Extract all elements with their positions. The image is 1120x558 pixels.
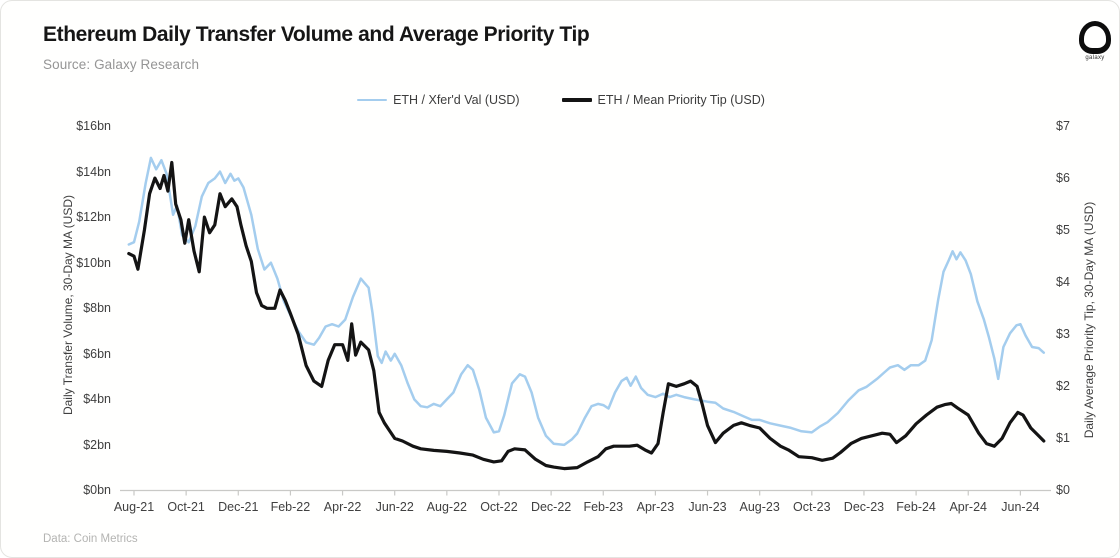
y-right-tick-label: $0	[1056, 483, 1070, 498]
x-tick-label: Apr-24	[949, 500, 987, 514]
x-tick-label: Dec-21	[218, 500, 259, 514]
x-tick-label: Jun-23	[688, 500, 727, 514]
y-left-tick-label: $2bn	[83, 437, 111, 452]
legend-label: ETH / Xfer'd Val (USD)	[393, 93, 520, 107]
y-right-tick-label: $2	[1056, 379, 1070, 394]
legend-swatch-icon	[561, 98, 592, 102]
data-source-note: Data: Coin Metrics	[43, 533, 138, 545]
legend-swatch-icon	[357, 98, 388, 102]
x-tick-label: Oct-23	[793, 500, 831, 514]
x-tick-label: Aug-23	[739, 500, 780, 514]
y-left-tick-label: $4bn	[83, 392, 111, 407]
y-left-tick-label: $6bn	[83, 346, 111, 361]
legend-item: ETH / Mean Priority Tip (USD)	[561, 93, 765, 107]
x-tick-label: Dec-22	[530, 500, 572, 514]
x-tick-label: Feb-23	[583, 500, 624, 514]
y-right-axis-title: Daily Average Priority Tip, 30-Day MA (U…	[1082, 201, 1096, 439]
x-tick-label: Oct-21	[167, 500, 205, 514]
x-tick-label: Feb-22	[270, 500, 311, 514]
y-right-tick-label: $4	[1056, 275, 1070, 290]
galaxy-logo-icon	[1079, 21, 1111, 54]
legend-item: ETH / Xfer'd Val (USD)	[357, 93, 520, 107]
galaxy-logo: galaxy	[1079, 21, 1111, 61]
y-left-tick-label: $8bn	[83, 301, 111, 316]
series-priority-tip-line	[127, 160, 1046, 471]
x-tick-label: Jun-24	[1001, 500, 1040, 514]
x-tick-label: Apr-23	[636, 500, 675, 514]
legend: ETH / Xfer'd Val (USD) ETH / Mean Priorit…	[1, 93, 1119, 107]
galaxy-logo-word: galaxy	[1085, 55, 1105, 61]
y-left-tick-label: $12bn	[76, 210, 111, 225]
y-right-tick-label: $6	[1056, 171, 1070, 186]
x-tick-label: Dec-23	[843, 500, 885, 514]
series-transfer-volume-line	[127, 156, 1046, 447]
page-title: Ethereum Daily Transfer Volume and Avera…	[43, 23, 590, 46]
source-subtitle: Source: Galaxy Research	[43, 57, 200, 72]
x-tick-label: Aug-21	[113, 500, 155, 514]
x-tick-label: Aug-22	[426, 500, 467, 514]
y-left-tick-label: $16bn	[76, 119, 111, 133]
y-right-tick-label: $7	[1056, 119, 1070, 133]
y-right-tick-label: $5	[1056, 223, 1070, 238]
y-left-tick-label: $10bn	[76, 255, 111, 270]
x-tick-label: Apr-22	[323, 500, 362, 514]
y-right-tick-label: $1	[1056, 431, 1070, 446]
x-tick-label: Oct-22	[480, 500, 518, 514]
y-right-tick-label: $3	[1056, 327, 1070, 342]
y-left-tick-label: $0bn	[83, 483, 111, 498]
x-tick-label: Feb-24	[896, 500, 936, 514]
y-left-tick-label: $14bn	[76, 164, 111, 179]
x-tick-label: Jun-22	[375, 500, 414, 514]
legend-label: ETH / Mean Priority Tip (USD)	[597, 93, 765, 107]
